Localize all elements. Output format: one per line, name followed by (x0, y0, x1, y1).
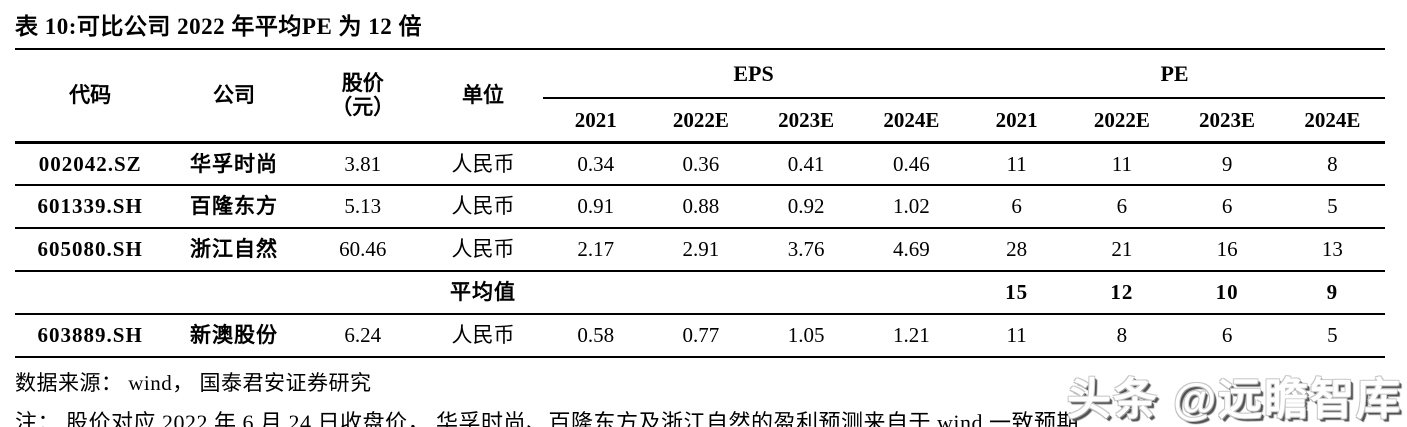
header-company: 公司 (165, 49, 303, 144)
year-header-eps-2023e: 2023E (753, 98, 859, 144)
watermark: 头条 @远瞻智库 (1066, 375, 1402, 424)
header-pe-group: PE (964, 49, 1385, 99)
year-header-row: 2021 2022E 2023E 2024E 2021 2022E 2023E 2024E (15, 98, 1385, 144)
eps-value-cell: 2.91 (648, 228, 754, 272)
company-cell: 百隆东方 (165, 185, 303, 229)
company-cell: 新澳股份 (165, 314, 303, 358)
pe-value-cell: 13 (1279, 228, 1385, 272)
year-header-pe-2021: 2021 (964, 98, 1070, 144)
unit-cell: 人民币 (422, 185, 544, 229)
price-cell: 3.81 (302, 142, 423, 186)
eps-value-cell (543, 271, 649, 315)
price-cell: 6.24 (302, 314, 423, 358)
code-cell (15, 271, 166, 315)
eps-value-cell: 0.36 (648, 142, 754, 186)
eps-value-cell: 1.21 (858, 314, 965, 358)
table-row-605080.SH: 605080.SH 浙江自然 60.46 人民币 2.17 2.91 3.76 4.69 28 2… (15, 228, 1385, 272)
group-header-row: 代码 公司 股价 （元） 单位 EPS PE (15, 49, 1385, 144)
eps-value-cell: 0.34 (543, 142, 649, 186)
year-header-pe-2023e: 2023E (1174, 98, 1280, 144)
comparable-companies-table: 代码 公司 股价 （元） 单位 EPS PE 2021 2022E 2023E 202… (15, 48, 1385, 358)
eps-value-cell: 1.02 (858, 185, 965, 229)
pe-value-cell: 6 (1174, 185, 1280, 229)
pe-value-cell: 11 (964, 314, 1070, 358)
eps-value-cell: 0.77 (648, 314, 754, 358)
header-eps-group: EPS (543, 49, 965, 99)
table-row-601339.SH: 601339.SH 百隆东方 5.13 人民币 0.91 0.88 0.92 1.02 6 6 6 5 (15, 185, 1385, 229)
price-cell: 5.13 (302, 185, 423, 229)
pe-value-cell: 8 (1069, 314, 1175, 358)
eps-value-cell: 2.17 (543, 228, 649, 272)
eps-value-cell: 3.76 (753, 228, 859, 272)
table-row-603889.SH: 603889.SH 新澳股份 6.24 人民币 0.58 0.77 1.05 1.21 11 8 6… (15, 314, 1385, 358)
eps-value-cell: 0.58 (543, 314, 649, 358)
table-header: 代码 公司 股价 （元） 单位 EPS PE 2021 2022E 2023E 202… (15, 49, 1385, 144)
eps-value-cell (648, 271, 754, 315)
eps-value-cell: 4.69 (858, 228, 965, 272)
eps-value-cell: 0.88 (648, 185, 754, 229)
header-unit: 单位 (422, 49, 544, 144)
table-row-average: 平均值 15 12 10 9 (15, 271, 1385, 315)
pe-value-cell: 9 (1279, 271, 1385, 315)
unit-cell: 人民币 (422, 228, 544, 272)
header-price-line2: （元） (331, 95, 395, 120)
pe-value-cell: 6 (1174, 314, 1280, 358)
pe-value-cell: 11 (964, 142, 1070, 186)
year-header-eps-2022e: 2022E (648, 98, 754, 144)
code-cell: 601339.SH (15, 185, 166, 229)
eps-value-cell (858, 271, 965, 315)
year-header-eps-2024e: 2024E (858, 98, 965, 144)
table-body: 002042.SZ 华孚时尚 3.81 人民币 0.34 0.36 0.41 0.46 11 11… (15, 142, 1385, 358)
eps-value-cell (753, 271, 859, 315)
pe-value-cell: 8 (1279, 142, 1385, 186)
pe-value-cell: 21 (1069, 228, 1175, 272)
eps-value-cell: 1.05 (753, 314, 859, 358)
pe-value-cell: 16 (1174, 228, 1280, 272)
pe-value-cell: 5 (1279, 185, 1385, 229)
year-header-pe-2024e: 2024E (1279, 98, 1385, 144)
header-price: 股价 （元） (302, 49, 423, 144)
unit-cell: 人民币 (422, 142, 544, 186)
eps-value-cell: 0.91 (543, 185, 649, 229)
header-code: 代码 (15, 49, 166, 144)
pe-value-cell: 5 (1279, 314, 1385, 358)
footnote-line: 注： 股价对应 2022 年 6 月 24 日收盘价， 华孚时尚、百隆东方及浙江… (15, 410, 1080, 427)
pe-value-cell: 9 (1174, 142, 1280, 186)
data-source-line: 数据来源： wind， 国泰君安证券研究 (15, 371, 372, 395)
company-cell (165, 271, 303, 315)
pe-value-cell: 10 (1174, 271, 1280, 315)
table-row-002042.SZ: 002042.SZ 华孚时尚 3.81 人民币 0.34 0.36 0.41 0.46 11 11… (15, 142, 1385, 186)
eps-value-cell: 0.46 (858, 142, 965, 186)
eps-value-cell: 0.41 (753, 142, 859, 186)
pe-value-cell: 6 (1069, 185, 1175, 229)
pe-value-cell: 15 (964, 271, 1070, 315)
eps-value-cell: 0.92 (753, 185, 859, 229)
pe-value-cell: 6 (964, 185, 1070, 229)
price-cell: 60.46 (302, 228, 423, 272)
code-cell: 002042.SZ (15, 142, 166, 186)
table-title: 表 10:可比公司 2022 年平均PE 为 12 倍 (15, 14, 423, 39)
unit-cell: 人民币 (422, 314, 544, 358)
header-price-line1: 股价 (341, 71, 384, 96)
unit-cell: 平均值 (422, 271, 544, 315)
pe-value-cell: 28 (964, 228, 1070, 272)
pe-value-cell: 12 (1069, 271, 1175, 315)
company-cell: 浙江自然 (165, 228, 303, 272)
price-cell (302, 271, 423, 315)
code-cell: 603889.SH (15, 314, 166, 358)
code-cell: 605080.SH (15, 228, 166, 272)
pe-value-cell: 11 (1069, 142, 1175, 186)
company-cell: 华孚时尚 (165, 142, 303, 186)
year-header-pe-2022e: 2022E (1069, 98, 1175, 144)
year-header-eps-2021: 2021 (543, 98, 649, 144)
